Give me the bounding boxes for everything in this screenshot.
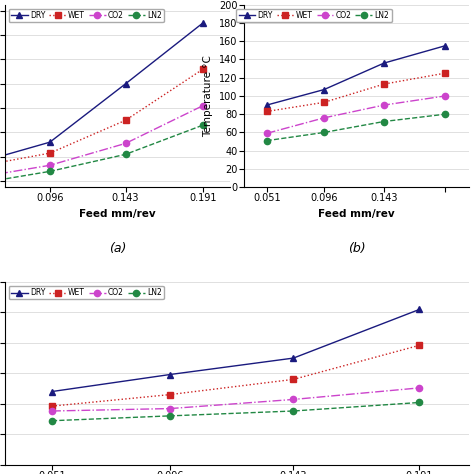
WET — [123, 118, 128, 123]
CO2 — [381, 102, 387, 108]
LN2 — [442, 111, 448, 117]
DRY — [264, 102, 270, 108]
DRY — [167, 372, 173, 377]
Legend: DRY, WET, CO2, LN2: DRY, WET, CO2, LN2 — [9, 286, 164, 300]
Line: LN2: LN2 — [0, 122, 206, 187]
DRY — [442, 43, 448, 49]
LN2 — [167, 413, 173, 419]
DRY — [47, 139, 53, 145]
Line: DRY: DRY — [264, 43, 448, 108]
Line: LN2: LN2 — [49, 400, 422, 424]
LN2 — [264, 138, 270, 144]
Legend: DRY, WET, CO2, LN2: DRY, WET, CO2, LN2 — [9, 9, 164, 22]
DRY — [49, 389, 55, 394]
WET — [442, 70, 448, 76]
LN2 — [291, 408, 296, 414]
Line: LN2: LN2 — [264, 111, 448, 144]
WET — [167, 392, 173, 397]
CO2 — [200, 103, 206, 109]
DRY — [417, 307, 422, 312]
Text: (a): (a) — [109, 242, 126, 255]
LN2 — [123, 152, 128, 157]
X-axis label: Feed mm/rev: Feed mm/rev — [318, 209, 395, 219]
Line: DRY: DRY — [0, 20, 206, 166]
Line: CO2: CO2 — [0, 102, 206, 181]
CO2 — [49, 408, 55, 414]
X-axis label: Feed mm/rev: Feed mm/rev — [79, 209, 156, 219]
Line: WET: WET — [0, 66, 206, 170]
Y-axis label: Temperature °C: Temperature °C — [203, 55, 213, 137]
CO2 — [167, 406, 173, 411]
Line: CO2: CO2 — [49, 385, 422, 414]
WET — [291, 376, 296, 382]
LN2 — [47, 169, 53, 174]
DRY — [291, 355, 296, 361]
Line: WET: WET — [264, 70, 448, 115]
LN2 — [417, 400, 422, 405]
CO2 — [123, 141, 128, 146]
LN2 — [49, 418, 55, 424]
WET — [381, 81, 387, 87]
WET — [200, 66, 206, 72]
CO2 — [417, 385, 422, 391]
WET — [47, 150, 53, 156]
Line: CO2: CO2 — [264, 93, 448, 137]
DRY — [321, 87, 327, 92]
WET — [49, 403, 55, 409]
WET — [417, 343, 422, 348]
Text: (b): (b) — [348, 242, 365, 255]
Legend: DRY, WET, CO2, LN2: DRY, WET, CO2, LN2 — [237, 9, 392, 22]
CO2 — [442, 93, 448, 99]
LN2 — [321, 129, 327, 135]
Line: DRY: DRY — [49, 306, 422, 395]
LN2 — [200, 122, 206, 128]
LN2 — [381, 118, 387, 124]
CO2 — [321, 115, 327, 121]
WET — [264, 109, 270, 114]
DRY — [200, 20, 206, 26]
Line: WET: WET — [49, 342, 422, 409]
CO2 — [264, 130, 270, 136]
DRY — [381, 60, 387, 66]
CO2 — [291, 397, 296, 402]
WET — [321, 100, 327, 105]
CO2 — [47, 163, 53, 168]
DRY — [123, 81, 128, 87]
